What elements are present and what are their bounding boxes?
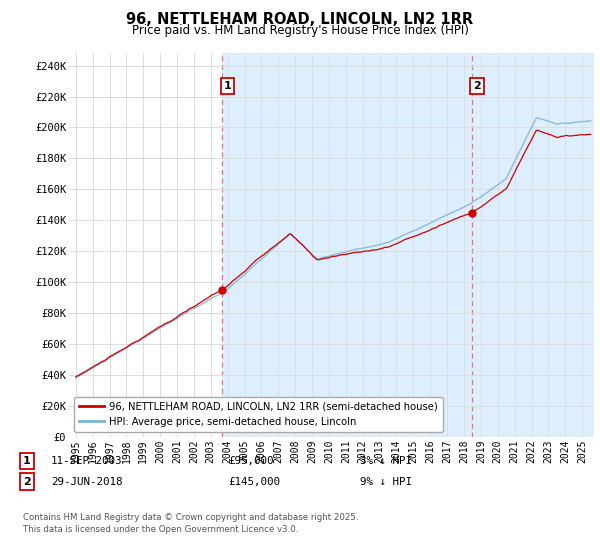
Legend: 96, NETTLEHAM ROAD, LINCOLN, LN2 1RR (semi-detached house), HPI: Average price, : 96, NETTLEHAM ROAD, LINCOLN, LN2 1RR (se… — [74, 397, 443, 432]
Text: 29-JUN-2018: 29-JUN-2018 — [51, 477, 122, 487]
Text: 1: 1 — [23, 456, 31, 466]
Text: 2: 2 — [23, 477, 31, 487]
Text: Contains HM Land Registry data © Crown copyright and database right 2025.
This d: Contains HM Land Registry data © Crown c… — [23, 513, 358, 534]
Text: 11-SEP-2003: 11-SEP-2003 — [51, 456, 122, 466]
Text: £95,000: £95,000 — [228, 456, 274, 466]
Text: 1: 1 — [224, 81, 232, 91]
Text: 2: 2 — [473, 81, 481, 91]
Bar — [223, 53, 594, 437]
Text: 96, NETTLEHAM ROAD, LINCOLN, LN2 1RR: 96, NETTLEHAM ROAD, LINCOLN, LN2 1RR — [127, 12, 473, 27]
Text: £145,000: £145,000 — [228, 477, 280, 487]
Text: 9% ↓ HPI: 9% ↓ HPI — [360, 477, 412, 487]
Text: Price paid vs. HM Land Registry's House Price Index (HPI): Price paid vs. HM Land Registry's House … — [131, 24, 469, 36]
Text: 3% ↓ HPI: 3% ↓ HPI — [360, 456, 412, 466]
